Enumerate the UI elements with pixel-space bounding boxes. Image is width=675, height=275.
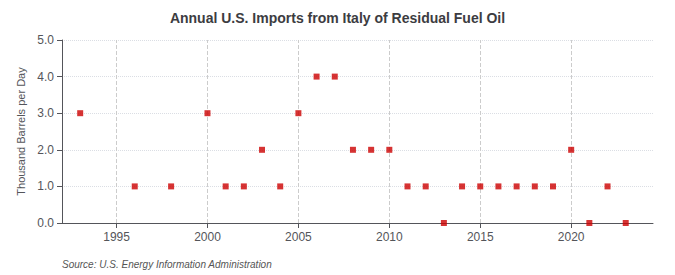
svg-text:3.0: 3.0 <box>37 106 54 120</box>
svg-text:2005: 2005 <box>285 230 312 244</box>
svg-text:2.0: 2.0 <box>37 143 54 157</box>
svg-text:2010: 2010 <box>376 230 403 244</box>
svg-text:1.0: 1.0 <box>37 179 54 193</box>
svg-text:Annual U.S. Imports from Italy: Annual U.S. Imports from Italy of Residu… <box>170 10 505 26</box>
svg-text:Thousand Barrels per Day: Thousand Barrels per Day <box>15 67 27 196</box>
svg-text:4.0: 4.0 <box>37 70 54 84</box>
svg-text:2000: 2000 <box>194 230 221 244</box>
svg-text:Source: U.S. Energy Informatio: Source: U.S. Energy Information Administ… <box>62 259 272 270</box>
svg-text:5.0: 5.0 <box>37 33 54 47</box>
svg-text:0.0: 0.0 <box>37 216 54 230</box>
svg-text:2015: 2015 <box>467 230 494 244</box>
svg-text:2020: 2020 <box>558 230 585 244</box>
svg-text:1995: 1995 <box>103 230 130 244</box>
